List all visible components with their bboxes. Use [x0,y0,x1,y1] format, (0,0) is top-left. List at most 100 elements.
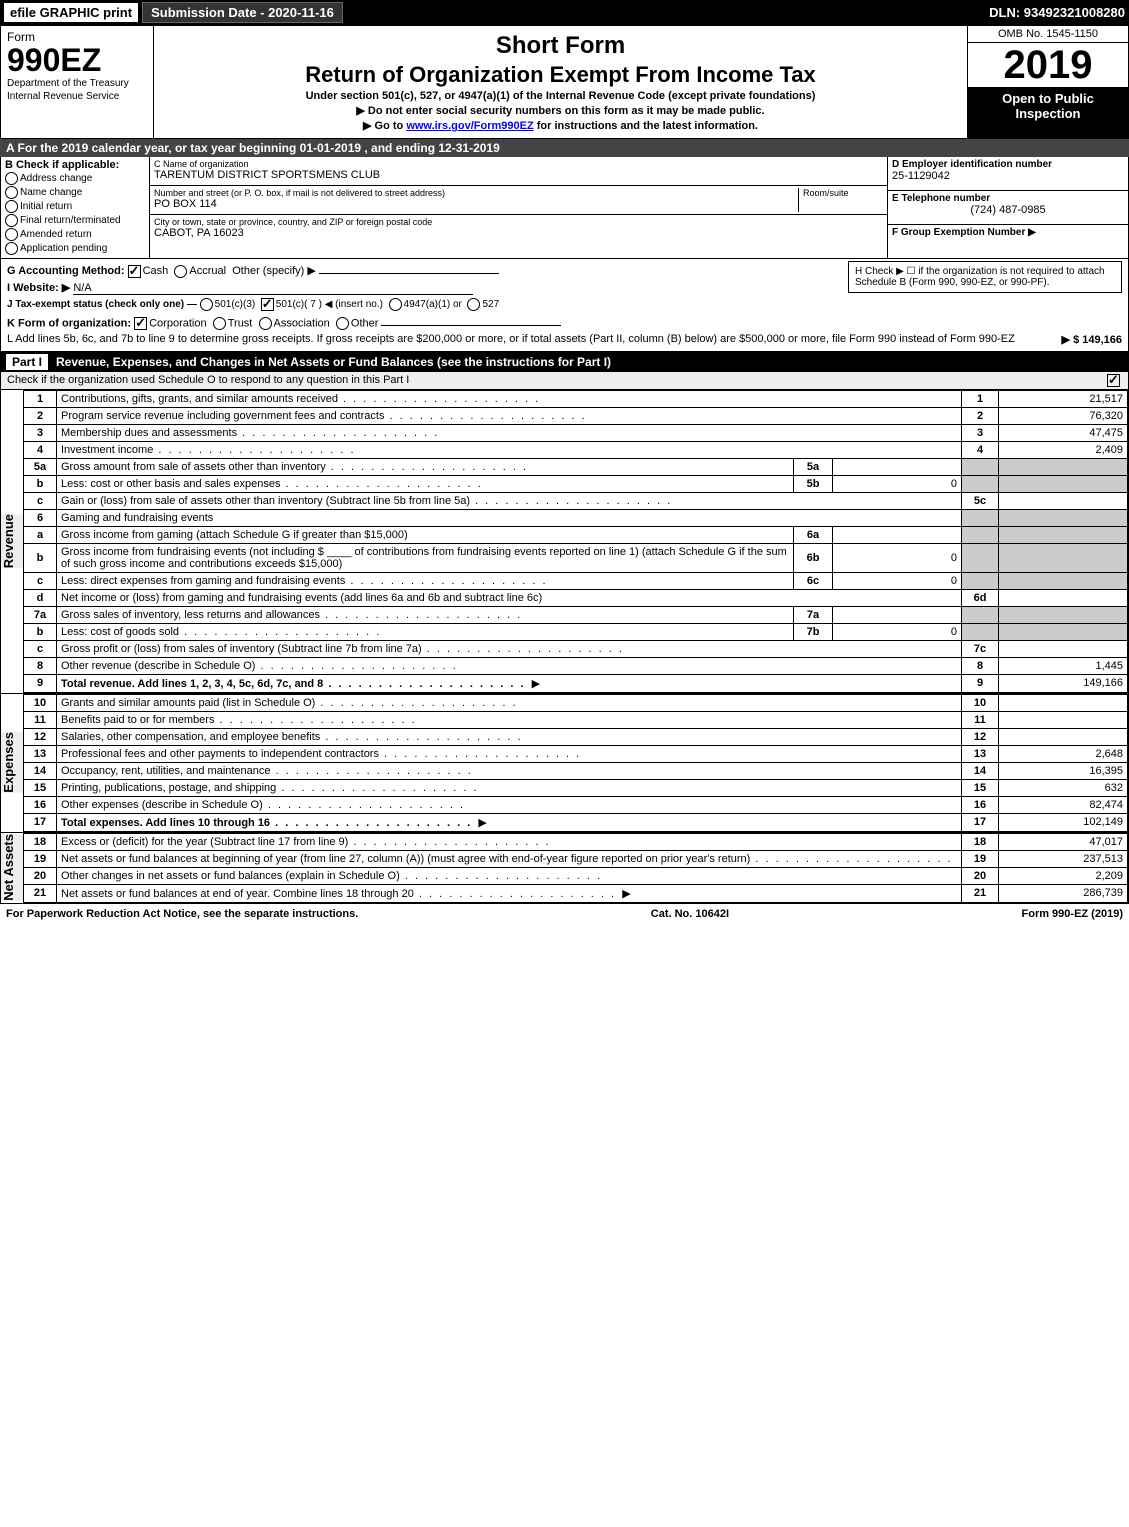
irs-link[interactable]: www.irs.gov/Form990EZ [406,120,533,132]
irs-dept: Department of the Treasury [7,78,147,89]
k-other-input[interactable] [381,325,561,326]
line-20: 20Other changes in net assets or fund ba… [24,867,1128,884]
website-value: N/A [73,282,473,295]
c-name-label: C Name of organization [154,159,883,169]
c-street-label: Number and street (or P. O. box, if mail… [154,188,798,198]
part1-title: Revenue, Expenses, and Changes in Net As… [56,355,611,369]
line-9: 9Total revenue. Add lines 1, 2, 3, 4, 5c… [24,674,1128,692]
chk-other[interactable] [336,317,349,330]
line-5b: bLess: cost or other basis and sales exp… [24,475,1128,492]
section-c: C Name of organization TARENTUM DISTRICT… [150,157,887,258]
row-l: L Add lines 5b, 6c, and 7b to line 9 to … [7,333,1122,346]
chk-address-change[interactable]: Address change [5,172,145,185]
form-header: Form 990EZ Department of the Treasury In… [0,25,1129,139]
footer-center: Cat. No. 10642I [651,908,729,920]
ein-value: 25-1129042 [892,170,950,182]
org-street: PO BOX 114 [154,198,217,210]
section-def: D Employer identification number 25-1129… [887,157,1128,258]
revenue-table: 1Contributions, gifts, grants, and simil… [23,390,1128,693]
chk-501c[interactable] [261,298,274,311]
f-group-label: F Group Exemption Number ▶ [892,227,1124,238]
subtitle: Under section 501(c), 527, or 4947(a)(1)… [162,90,959,102]
footer-left: For Paperwork Reduction Act Notice, see … [6,908,358,920]
org-city: CABOT, PA 16023 [154,227,244,239]
chk-schedule-o[interactable] [1107,374,1120,387]
title-short: Short Form [162,32,959,60]
line-19: 19Net assets or fund balances at beginni… [24,850,1128,867]
chk-accrual[interactable] [174,265,187,278]
page-footer: For Paperwork Reduction Act Notice, see … [0,904,1129,924]
c-room-label: Room/suite [803,188,883,198]
line-10: 10Grants and similar amounts paid (list … [24,694,1128,711]
line-6c: cLess: direct expenses from gaming and f… [24,572,1128,589]
line-8: 8Other revenue (describe in Schedule O)8… [24,657,1128,674]
phone-value: (724) 487-0985 [892,204,1124,216]
period-row: A For the 2019 calendar year, or tax yea… [0,139,1129,157]
header-right: OMB No. 1545-1150 2019 Open to Public In… [967,26,1128,138]
line-13: 13Professional fees and other payments t… [24,745,1128,762]
entity-info-block: B Check if applicable: Address change Na… [0,157,1129,259]
expenses-table: 10Grants and similar amounts paid (list … [23,694,1128,832]
netassets-section: Net Assets 18Excess or (deficit) for the… [0,833,1129,904]
line-18: 18Excess or (deficit) for the year (Subt… [24,833,1128,850]
line-5c: cGain or (loss) from sale of assets othe… [24,492,1128,509]
d-ein-label: D Employer identification number [892,159,1124,170]
line-15: 15Printing, publications, postage, and s… [24,779,1128,796]
title-main: Return of Organization Exempt From Incom… [162,62,959,88]
chk-initial-return[interactable]: Initial return [5,200,145,213]
chk-trust[interactable] [213,317,226,330]
irs-service: Internal Revenue Service [7,91,147,102]
revenue-vert-label: Revenue [1,514,23,568]
chk-527[interactable] [467,298,480,311]
line-4: 4Investment income42,409 [24,441,1128,458]
tax-year: 2019 [968,43,1128,87]
dln-label: DLN: 93492321008280 [989,5,1125,20]
line-11: 11Benefits paid to or for members11 [24,711,1128,728]
section-h: H Check ▶ ☐ if the organization is not r… [848,261,1122,293]
efile-print-button[interactable]: efile GRAPHIC print [4,3,138,22]
line-6: 6Gaming and fundraising events [24,509,1128,526]
line-16: 16Other expenses (describe in Schedule O… [24,796,1128,813]
other-specify-input[interactable] [319,273,499,274]
e-phone-label: E Telephone number [892,193,1124,204]
chk-corporation[interactable] [134,317,147,330]
omb-number: OMB No. 1545-1150 [968,26,1128,43]
b-label: B Check if applicable: [5,159,119,171]
warning-2: ▶ Go to www.irs.gov/Form990EZ for instru… [162,119,959,132]
line-6b: bGross income from fundraising events (n… [24,543,1128,572]
mid-rows: G Accounting Method: Cash Accrual Other … [0,259,1129,352]
row-i: I Website: ▶ N/A [7,281,848,295]
line-12: 12Salaries, other compensation, and empl… [24,728,1128,745]
chk-501c3[interactable] [200,298,213,311]
chk-cash[interactable] [128,265,141,278]
line-7b: bLess: cost of goods sold7b0 [24,623,1128,640]
line-7a: 7aGross sales of inventory, less returns… [24,606,1128,623]
l-text: L Add lines 5b, 6c, and 7b to line 9 to … [7,333,1054,345]
chk-amended-return[interactable]: Amended return [5,228,145,241]
line-21: 21Net assets or fund balances at end of … [24,884,1128,902]
row-g: G Accounting Method: Cash Accrual Other … [7,264,848,278]
schedule-o-row: Check if the organization used Schedule … [0,372,1129,390]
line-7c: cGross profit or (loss) from sales of in… [24,640,1128,657]
top-bar: efile GRAPHIC print Submission Date - 20… [0,0,1129,25]
revenue-section: Revenue 1Contributions, gifts, grants, a… [0,390,1129,694]
chk-final-return[interactable]: Final return/terminated [5,214,145,227]
warning-1: ▶ Do not enter social security numbers o… [162,104,959,117]
header-left: Form 990EZ Department of the Treasury In… [1,26,154,138]
expenses-section: Expenses 10Grants and similar amounts pa… [0,694,1129,833]
warn2-pre: ▶ Go to [363,120,406,132]
l-amount: ▶ $ 149,166 [1062,333,1122,346]
org-name: TARENTUM DISTRICT SPORTSMENS CLUB [154,169,380,181]
chk-name-change[interactable]: Name change [5,186,145,199]
part1-header: Part I Revenue, Expenses, and Changes in… [0,352,1129,372]
form-number: 990EZ [7,44,147,76]
submission-date-label: Submission Date - 2020-11-16 [142,2,343,23]
chk-application-pending[interactable]: Application pending [5,242,145,255]
line-3: 3Membership dues and assessments347,475 [24,424,1128,441]
row-j: J Tax-exempt status (check only one) — 5… [7,298,848,311]
chk-association[interactable] [259,317,272,330]
chk-4947[interactable] [389,298,402,311]
line-5a: 5aGross amount from sale of assets other… [24,458,1128,475]
expenses-vert-label: Expenses [1,732,23,793]
line-14: 14Occupancy, rent, utilities, and mainte… [24,762,1128,779]
